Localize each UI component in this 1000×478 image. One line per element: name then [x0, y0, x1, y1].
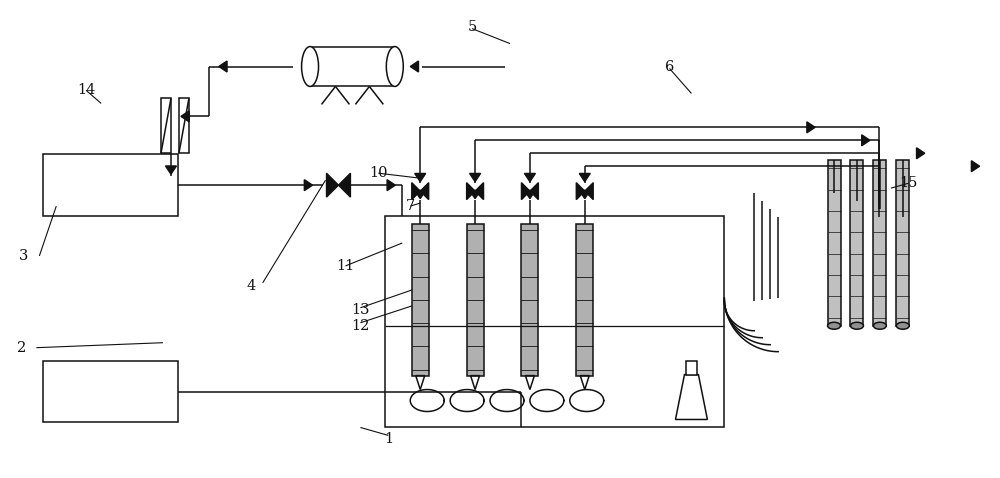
Text: 6: 6	[665, 59, 674, 74]
Text: 15: 15	[900, 176, 918, 190]
Text: 2: 2	[17, 341, 26, 355]
Polygon shape	[862, 135, 870, 146]
Polygon shape	[467, 183, 475, 200]
Polygon shape	[470, 190, 481, 199]
Bar	[896, 160, 909, 326]
Bar	[686, 360, 697, 375]
Polygon shape	[475, 183, 484, 200]
Bar	[521, 224, 538, 376]
Bar	[161, 98, 171, 153]
Ellipse shape	[873, 322, 886, 329]
Ellipse shape	[828, 322, 841, 329]
Polygon shape	[971, 161, 980, 172]
Text: 12: 12	[351, 319, 370, 333]
Polygon shape	[412, 183, 420, 200]
Polygon shape	[524, 190, 535, 199]
Bar	[43, 154, 178, 216]
Bar	[828, 160, 841, 326]
Text: 5: 5	[467, 20, 477, 33]
Polygon shape	[579, 174, 590, 182]
Polygon shape	[521, 183, 530, 200]
Text: 1: 1	[384, 433, 393, 446]
Polygon shape	[327, 173, 338, 197]
Polygon shape	[410, 61, 418, 72]
Text: 13: 13	[351, 303, 370, 317]
Polygon shape	[415, 190, 426, 199]
Polygon shape	[387, 180, 395, 191]
Text: 14: 14	[77, 84, 95, 98]
Bar	[385, 216, 724, 427]
Polygon shape	[181, 111, 189, 122]
Text: 4: 4	[246, 279, 255, 293]
Bar	[873, 160, 886, 326]
Text: 3: 3	[19, 249, 28, 263]
Polygon shape	[470, 174, 481, 182]
Bar	[412, 224, 429, 376]
Polygon shape	[219, 61, 227, 72]
Text: 7: 7	[406, 199, 415, 213]
Polygon shape	[338, 173, 350, 197]
Bar	[310, 46, 395, 87]
Polygon shape	[576, 183, 585, 200]
Bar	[576, 224, 593, 376]
Polygon shape	[807, 122, 815, 133]
Ellipse shape	[302, 46, 319, 87]
Polygon shape	[165, 166, 176, 174]
Bar	[467, 224, 484, 376]
Polygon shape	[304, 180, 313, 191]
Polygon shape	[917, 148, 925, 159]
Polygon shape	[585, 183, 593, 200]
Polygon shape	[579, 190, 590, 199]
Polygon shape	[524, 174, 535, 182]
Bar	[43, 360, 178, 423]
Ellipse shape	[896, 322, 909, 329]
Ellipse shape	[850, 322, 863, 329]
Ellipse shape	[386, 46, 403, 87]
Polygon shape	[420, 183, 429, 200]
Polygon shape	[415, 174, 426, 182]
Text: 10: 10	[369, 166, 388, 180]
Bar	[179, 98, 189, 153]
Text: 11: 11	[336, 259, 355, 273]
Bar	[850, 160, 863, 326]
Polygon shape	[530, 183, 538, 200]
